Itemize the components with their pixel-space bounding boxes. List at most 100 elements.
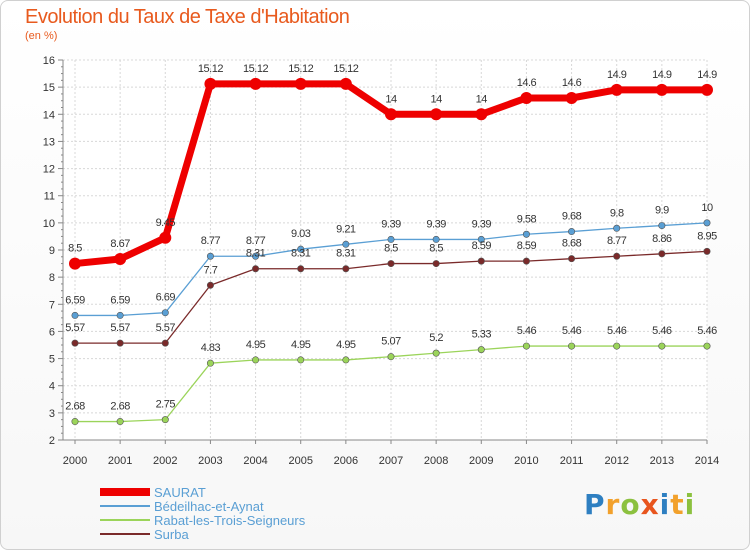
data-point	[297, 356, 305, 364]
data-label: 14.9	[607, 69, 627, 81]
y-tick-label: 10	[43, 218, 55, 230]
data-label: 8.59	[472, 240, 492, 252]
data-point	[387, 353, 395, 361]
data-label: 14.6	[562, 77, 582, 89]
logo-letter: t	[670, 488, 685, 521]
data-label: 5.2	[429, 332, 443, 344]
data-label: 14.6	[517, 77, 537, 89]
y-tick-label: 2	[49, 435, 55, 447]
data-point	[252, 356, 260, 364]
data-point	[71, 418, 79, 426]
data-label: 15.12	[288, 63, 313, 75]
data-label: 14.9	[652, 69, 672, 81]
data-label: 5.46	[607, 325, 627, 337]
data-point	[116, 339, 124, 347]
data-point	[701, 83, 713, 96]
data-label: 5.46	[697, 325, 717, 337]
data-point	[114, 252, 127, 265]
data-label: 2.68	[65, 401, 85, 413]
logo-letter: P	[584, 488, 606, 521]
data-point	[703, 219, 711, 227]
data-label: 9.8	[610, 207, 624, 219]
y-tick-label: 13	[43, 136, 55, 148]
data-label: 4.95	[291, 339, 311, 351]
data-label: 15.12	[198, 63, 223, 75]
data-label: 2.68	[110, 401, 130, 413]
data-label: 15.12	[243, 63, 268, 75]
data-point	[703, 247, 711, 255]
data-point	[71, 311, 79, 319]
data-label: 9.39	[472, 218, 492, 230]
legend-label: Rabat-les-Trois-Seigneurs	[154, 513, 306, 528]
data-label: 8.31	[246, 248, 266, 260]
data-point	[342, 356, 350, 364]
data-point	[522, 342, 530, 350]
data-label: 8.68	[562, 238, 582, 250]
legend-label: Surba	[154, 527, 189, 542]
x-tick-label: 2007	[379, 455, 403, 467]
series-layer	[69, 77, 713, 426]
y-tick-label: 15	[43, 82, 55, 94]
data-label: 5.57	[65, 322, 85, 334]
data-point	[568, 228, 576, 236]
legend-label: SAURAT	[154, 485, 206, 500]
data-point	[658, 222, 666, 230]
x-tick-label: 2013	[650, 455, 674, 467]
x-tick-label: 2001	[108, 455, 132, 467]
data-point	[116, 418, 124, 426]
data-point	[249, 77, 262, 90]
data-point	[204, 77, 217, 90]
data-point	[206, 359, 214, 367]
data-label: 5.46	[562, 325, 582, 337]
x-tick-label: 2014	[695, 455, 719, 467]
x-tick-label: 2011	[560, 455, 584, 467]
data-point	[568, 342, 576, 350]
data-point	[342, 265, 350, 273]
data-point	[206, 252, 214, 260]
data-point	[432, 349, 440, 357]
data-label: 9.21	[336, 223, 356, 235]
data-label: 10	[701, 202, 713, 214]
x-tick-label: 2002	[153, 455, 177, 467]
data-label: 8.5	[68, 243, 82, 255]
data-label: 8.5	[384, 243, 398, 255]
data-label: 9.9	[655, 205, 669, 217]
proxiti-logo: Proxiti	[584, 488, 695, 521]
data-label: 5.46	[652, 325, 672, 337]
data-point	[430, 108, 443, 121]
y-tick-label: 14	[43, 109, 55, 121]
logo-letter: r	[605, 488, 621, 521]
data-label: 4.83	[201, 342, 221, 354]
data-point	[610, 83, 623, 96]
y-tick-label: 7	[49, 299, 55, 311]
data-label: 8.5	[429, 243, 443, 255]
y-tick-label: 11	[44, 191, 55, 203]
axes: 2 3 4 5 6 7 8 9 10 11 12 13 14 15 16 2000 2001 2002 2003 20…	[43, 55, 719, 467]
data-label: 8.31	[291, 248, 311, 260]
data-label: 9.58	[517, 213, 537, 225]
data-point	[71, 339, 79, 347]
data-label: 9.68	[562, 211, 582, 223]
data-label: 9.03	[291, 228, 311, 240]
data-point	[385, 108, 397, 121]
data-label: 2.75	[156, 399, 176, 411]
data-label: 5.57	[110, 322, 130, 334]
data-point	[655, 83, 668, 96]
data-point	[297, 265, 305, 273]
data-point	[477, 235, 485, 243]
x-tick-label: 2006	[334, 455, 358, 467]
data-label: 15.12	[333, 63, 358, 75]
data-point	[387, 260, 395, 268]
data-label: 4.95	[246, 339, 266, 351]
data-point	[522, 257, 530, 265]
data-point	[658, 342, 666, 350]
chart-title: Evolution du Taux de Taxe d'Habitation	[25, 6, 350, 28]
data-point	[161, 309, 169, 317]
data-point	[477, 346, 485, 354]
data-label: 14	[431, 93, 443, 105]
y-tick-label: 6	[49, 326, 55, 338]
data-point	[568, 255, 576, 263]
data-label: 8.95	[697, 230, 717, 242]
data-label: 9.39	[381, 218, 401, 230]
